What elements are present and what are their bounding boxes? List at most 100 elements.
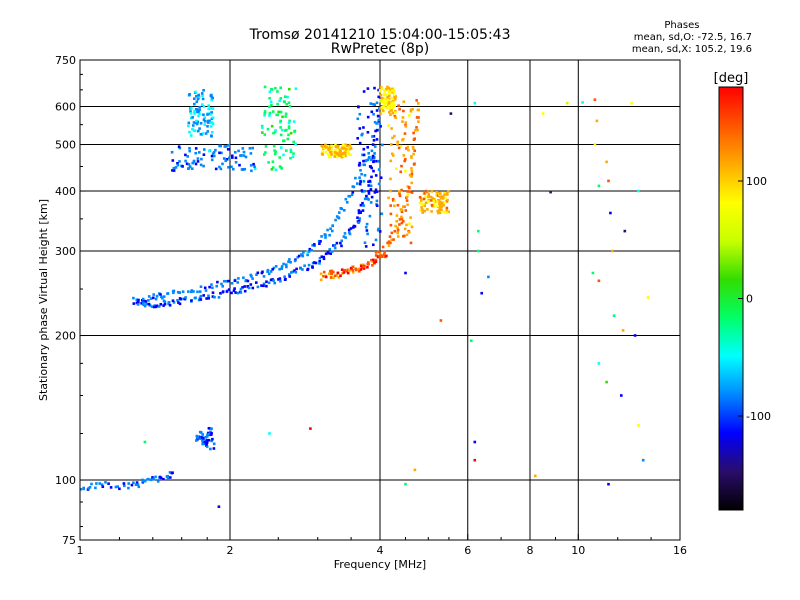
data-point-536 bbox=[209, 430, 212, 434]
data-point-207 bbox=[172, 291, 175, 295]
data-point-599 bbox=[284, 115, 287, 118]
data-point-847 bbox=[360, 189, 364, 192]
data-point-554 bbox=[285, 149, 288, 152]
data-point-908 bbox=[375, 204, 379, 207]
data-point-787 bbox=[187, 124, 190, 128]
data-point-957 bbox=[408, 230, 411, 234]
data-point-1071 bbox=[325, 146, 328, 149]
data-point-85 bbox=[260, 284, 263, 287]
data-point-550 bbox=[268, 114, 271, 117]
data-point-371 bbox=[398, 218, 402, 221]
data-point-97 bbox=[279, 279, 282, 283]
data-point-1086 bbox=[334, 145, 338, 148]
data-point-418 bbox=[339, 274, 342, 277]
data-point-23 bbox=[155, 304, 159, 308]
data-point-1050 bbox=[338, 150, 341, 154]
data-point-873 bbox=[367, 180, 370, 183]
data-point-455 bbox=[88, 486, 92, 489]
data-point-1027 bbox=[328, 150, 332, 154]
data-point-1296 bbox=[609, 211, 612, 215]
data-point-1150 bbox=[382, 99, 385, 102]
data-point-569 bbox=[288, 119, 291, 123]
data-point-475 bbox=[134, 483, 138, 486]
data-point-292 bbox=[331, 224, 334, 227]
data-point-543 bbox=[210, 433, 213, 436]
data-point-863 bbox=[370, 195, 374, 199]
data-point-466 bbox=[116, 485, 119, 488]
data-point-958 bbox=[393, 199, 397, 202]
data-point-921 bbox=[399, 144, 403, 148]
data-point-238 bbox=[244, 279, 247, 283]
data-point-233 bbox=[233, 279, 237, 282]
x-tick-label-0: 1 bbox=[77, 544, 84, 557]
data-point-393 bbox=[412, 152, 415, 156]
data-point-828 bbox=[364, 245, 368, 248]
data-point-1031 bbox=[321, 150, 324, 153]
data-point-178 bbox=[371, 143, 375, 146]
data-point-248 bbox=[266, 270, 269, 273]
data-point-75 bbox=[239, 287, 243, 291]
data-point-878 bbox=[366, 146, 369, 149]
data-point-559 bbox=[274, 129, 277, 132]
data-point-242 bbox=[251, 277, 254, 280]
data-point-700 bbox=[178, 146, 182, 150]
data-point-1304 bbox=[597, 362, 601, 365]
data-point-335 bbox=[348, 269, 351, 272]
data-point-652 bbox=[186, 155, 189, 158]
data-point-141 bbox=[343, 232, 347, 235]
data-point-1278 bbox=[473, 440, 477, 444]
data-point-1133 bbox=[391, 101, 395, 105]
data-point-1300 bbox=[597, 279, 601, 283]
data-point-1179 bbox=[386, 85, 389, 89]
data-point-856 bbox=[371, 135, 374, 138]
data-point-645 bbox=[202, 153, 206, 156]
data-point-789 bbox=[206, 121, 210, 124]
data-point-1259 bbox=[430, 190, 434, 193]
data-point-54 bbox=[205, 297, 208, 300]
data-point-1187 bbox=[444, 196, 447, 200]
data-point-797 bbox=[206, 113, 209, 116]
data-point-570 bbox=[261, 131, 264, 134]
data-point-190 bbox=[141, 297, 145, 301]
data-point-636 bbox=[278, 156, 281, 159]
data-point-132 bbox=[332, 244, 335, 247]
data-point-1266 bbox=[443, 193, 446, 197]
data-point-872 bbox=[378, 230, 382, 233]
data-point-927 bbox=[402, 220, 405, 223]
data-point-433 bbox=[366, 266, 369, 269]
data-point-823 bbox=[359, 203, 363, 207]
data-point-684 bbox=[187, 167, 190, 170]
data-point-960 bbox=[402, 154, 406, 157]
data-point-1233 bbox=[427, 200, 430, 203]
data-point-733 bbox=[201, 103, 204, 106]
data-point-682 bbox=[196, 157, 200, 160]
data-point-571 bbox=[276, 102, 279, 106]
data-point-194 bbox=[152, 296, 155, 300]
data-point-1047 bbox=[328, 147, 331, 150]
data-point-880 bbox=[358, 112, 362, 116]
data-point-1046 bbox=[330, 144, 333, 148]
data-point-644 bbox=[184, 153, 187, 157]
data-point-970 bbox=[395, 220, 398, 223]
data-point-1193 bbox=[424, 195, 428, 199]
x-tick-label-3: 6 bbox=[464, 544, 471, 557]
data-point-80 bbox=[247, 286, 251, 290]
data-point-1135 bbox=[379, 99, 383, 102]
data-point-953 bbox=[392, 238, 395, 241]
data-point-629 bbox=[289, 156, 292, 160]
data-point-695 bbox=[178, 160, 181, 163]
data-point-281 bbox=[317, 239, 321, 243]
data-point-296 bbox=[337, 216, 341, 220]
data-point-1264 bbox=[445, 211, 449, 214]
data-point-1 bbox=[132, 302, 136, 305]
data-point-876 bbox=[366, 115, 370, 119]
data-point-416 bbox=[333, 274, 337, 278]
data-point-868 bbox=[373, 191, 377, 194]
data-point-716 bbox=[219, 167, 223, 171]
data-point-166 bbox=[367, 184, 370, 187]
data-point-712 bbox=[192, 159, 196, 163]
data-point-844 bbox=[375, 159, 379, 163]
data-point-1279 bbox=[439, 319, 443, 322]
data-point-368 bbox=[396, 226, 399, 230]
data-point-20 bbox=[153, 304, 156, 307]
